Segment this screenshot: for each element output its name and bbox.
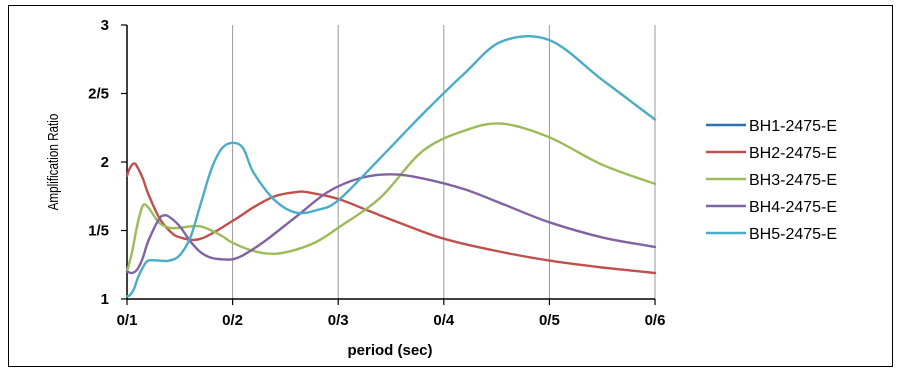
legend: BH1-2475-E BH2-2475-E BH3-2475-E BH4-2475-E… [706, 118, 837, 243]
y-tick-label: 3 [101, 17, 109, 34]
y-tick-label: 1/5 [88, 223, 109, 240]
y-axis-title: Amplification Ratio [45, 114, 62, 211]
x-tick-label: 0/4 [433, 312, 455, 329]
legend-label-5: BH5-2475-E [749, 226, 837, 243]
tick-labels: 1 1/5 2 2/5 3 0/1 0/2 0/3 0/4 0/5 0/6 [88, 17, 665, 329]
y-tick-label: 1 [101, 291, 109, 308]
axes [121, 24, 656, 305]
series-lines [125, 35, 657, 298]
legend-label-4: BH4-2475-E [749, 199, 837, 216]
legend-label-1: BH1-2475-E [749, 118, 837, 135]
y-tick-label: 2 [101, 154, 109, 171]
series-line-4 [125, 173, 657, 275]
x-tick-label: 0/2 [222, 312, 243, 329]
x-axis-title: period (sec) [347, 342, 432, 359]
legend-label-3: BH3-2475-E [749, 172, 837, 189]
series-line-5 [125, 35, 657, 298]
x-tick-label: 0/3 [328, 312, 349, 329]
x-tick-label: 0/5 [539, 312, 560, 329]
x-tick-label: 0/1 [117, 312, 138, 329]
series-line-3 [125, 122, 657, 273]
legend-label-2: BH2-2475-E [749, 145, 837, 162]
x-tick-label: 0/6 [645, 312, 666, 329]
gridlines [232, 25, 656, 299]
y-tick-label: 2/5 [88, 86, 109, 103]
series-line-2 [125, 162, 657, 275]
